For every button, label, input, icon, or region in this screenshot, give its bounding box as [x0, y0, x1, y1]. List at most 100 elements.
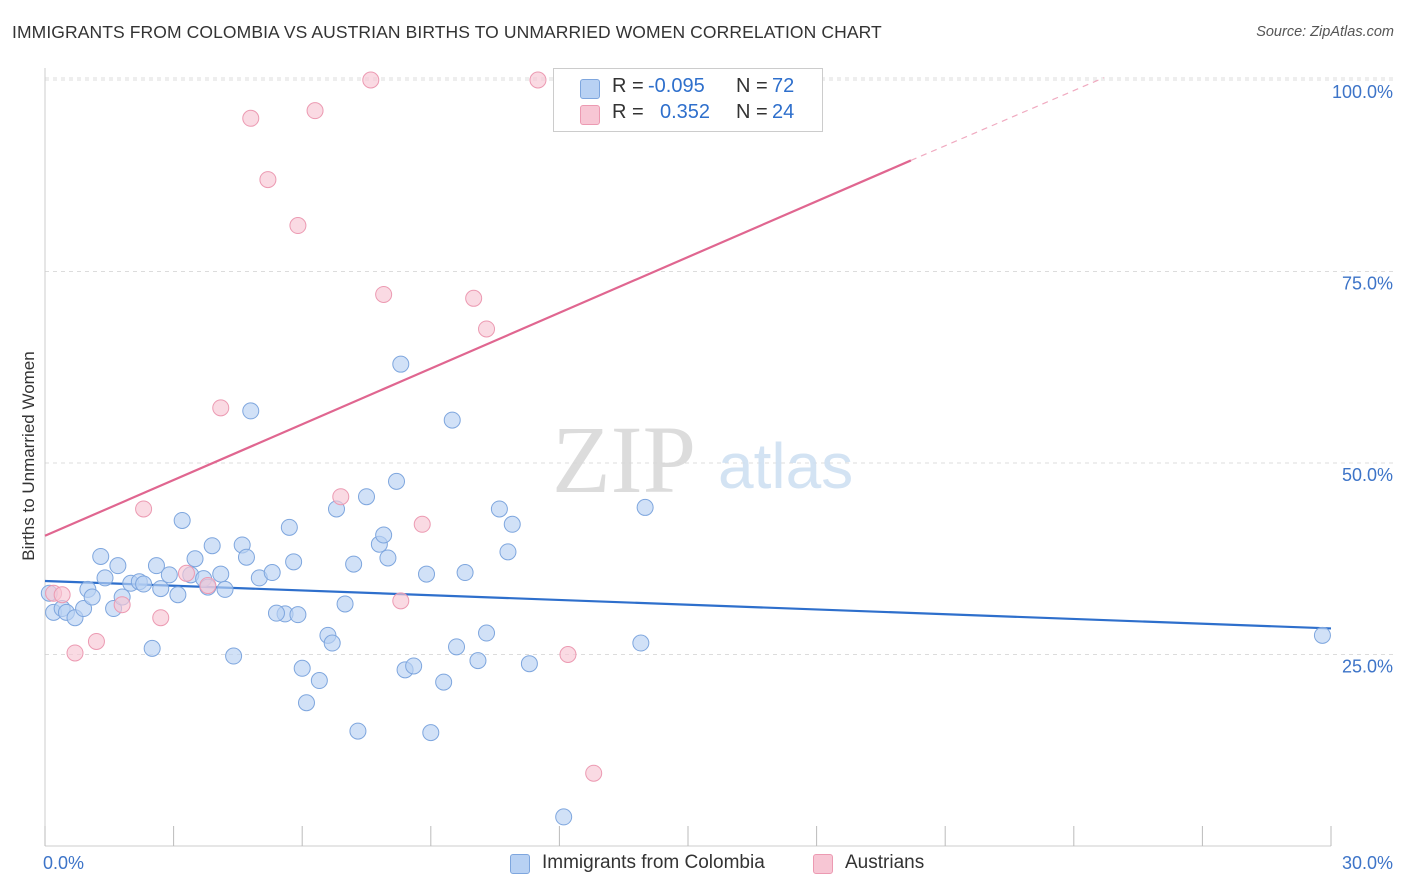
legend-swatch-pink	[813, 854, 833, 874]
point-austrians	[392, 592, 410, 610]
point-colombia	[435, 673, 453, 691]
point-austrians	[529, 71, 547, 89]
point-austrians	[289, 217, 307, 235]
legend-n-value: 72	[772, 75, 795, 97]
point-colombia	[448, 638, 466, 656]
point-austrians	[87, 632, 105, 650]
legend-r-value: -0.095	[648, 75, 705, 97]
axes	[44, 68, 1332, 847]
point-colombia	[555, 808, 573, 826]
point-austrians	[199, 577, 217, 595]
point-austrians	[465, 289, 483, 307]
x-tick-label: 30.0%	[1342, 853, 1393, 873]
point-colombia	[280, 518, 298, 536]
point-colombia	[75, 600, 93, 618]
point-colombia	[83, 588, 101, 606]
y-tick-label: 25.0%	[1342, 657, 1393, 677]
point-colombia	[456, 564, 474, 582]
point-colombia	[237, 548, 255, 566]
watermark-zip: ZIP	[552, 406, 696, 513]
point-colombia	[379, 549, 397, 567]
point-colombia	[636, 498, 654, 516]
point-colombia	[358, 488, 375, 506]
point-colombia	[297, 694, 315, 712]
point-colombia	[418, 565, 436, 583]
point-colombia	[92, 547, 110, 565]
point-colombia	[345, 555, 363, 573]
point-colombia	[293, 659, 311, 677]
point-austrians	[113, 596, 131, 614]
point-colombia	[96, 569, 114, 587]
scatter-points	[40, 71, 1331, 826]
legend-label-colombia: Immigrants from Colombia	[542, 852, 765, 873]
legend-n-label: N =	[736, 75, 768, 97]
legend-r-label: R =	[612, 101, 644, 123]
legend-swatch-pink	[580, 105, 600, 125]
trend-line-austrians-extrapolated	[910, 77, 1105, 161]
point-colombia	[388, 472, 406, 490]
point-colombia	[503, 515, 521, 533]
point-colombia	[203, 537, 221, 555]
point-colombia	[469, 652, 487, 670]
legend-swatch-blue	[510, 854, 530, 874]
legend-n-label: N =	[736, 101, 768, 123]
legend-label-austrians: Austrians	[845, 852, 925, 873]
point-austrians	[177, 564, 195, 582]
legend-n-value: 24	[772, 101, 795, 123]
point-colombia	[422, 724, 440, 742]
point-colombia	[225, 647, 243, 665]
point-colombia	[135, 575, 153, 593]
point-colombia	[490, 500, 508, 518]
y-tick-label: 75.0%	[1342, 274, 1393, 294]
point-colombia	[173, 511, 191, 529]
y-tick-label: 50.0%	[1342, 465, 1393, 485]
point-colombia	[310, 672, 328, 690]
point-colombia	[186, 550, 204, 568]
point-austrians	[242, 109, 260, 127]
point-colombia	[443, 411, 461, 429]
point-austrians	[53, 586, 71, 604]
tick-labels: 25.0% 50.0% 75.0% 100.0% 0.0% 30.0%	[43, 82, 1393, 873]
point-austrians	[212, 399, 230, 417]
point-colombia	[160, 566, 178, 584]
point-austrians	[66, 644, 84, 662]
point-austrians	[413, 515, 431, 533]
point-austrians	[259, 171, 277, 189]
trend-line-colombia	[44, 579, 1332, 630]
point-colombia	[216, 580, 234, 598]
point-colombia	[323, 634, 341, 652]
watermark-atlas: atlas	[718, 430, 853, 502]
y-tick-label: 100.0%	[1332, 82, 1393, 102]
point-colombia	[143, 639, 161, 657]
trend-line-austrians	[44, 159, 912, 537]
point-colombia	[109, 557, 127, 575]
point-colombia	[1313, 626, 1331, 644]
point-colombia	[375, 526, 393, 544]
legend-r-label: R =	[612, 75, 644, 97]
point-colombia	[263, 564, 281, 582]
point-colombia	[147, 557, 165, 575]
point-austrians	[152, 609, 170, 627]
legend-swatch-blue	[580, 79, 600, 99]
point-colombia	[392, 355, 410, 373]
point-austrians	[362, 71, 380, 89]
point-colombia	[212, 565, 230, 583]
source-label: Source: ZipAtlas.com	[1256, 24, 1394, 40]
point-colombia	[267, 604, 285, 622]
point-austrians	[135, 500, 153, 518]
point-colombia	[632, 634, 650, 652]
point-colombia	[520, 655, 538, 673]
correlation-legend: R = -0.095 N = 72 R = 0.352 N = 24	[553, 68, 823, 132]
point-colombia	[405, 657, 423, 675]
point-colombia	[242, 402, 260, 420]
chart-title: IMMIGRANTS FROM COLOMBIA VS AUSTRIAN BIR…	[12, 22, 882, 42]
y-axis-label: Births to Unmarried Women	[19, 351, 38, 560]
point-austrians	[306, 102, 324, 120]
point-colombia	[289, 606, 307, 624]
gridlines	[45, 77, 1394, 655]
point-colombia	[169, 586, 187, 604]
point-austrians	[585, 764, 603, 782]
x-tick-label: 0.0%	[43, 853, 84, 873]
watermark: ZIP atlas	[552, 406, 853, 513]
